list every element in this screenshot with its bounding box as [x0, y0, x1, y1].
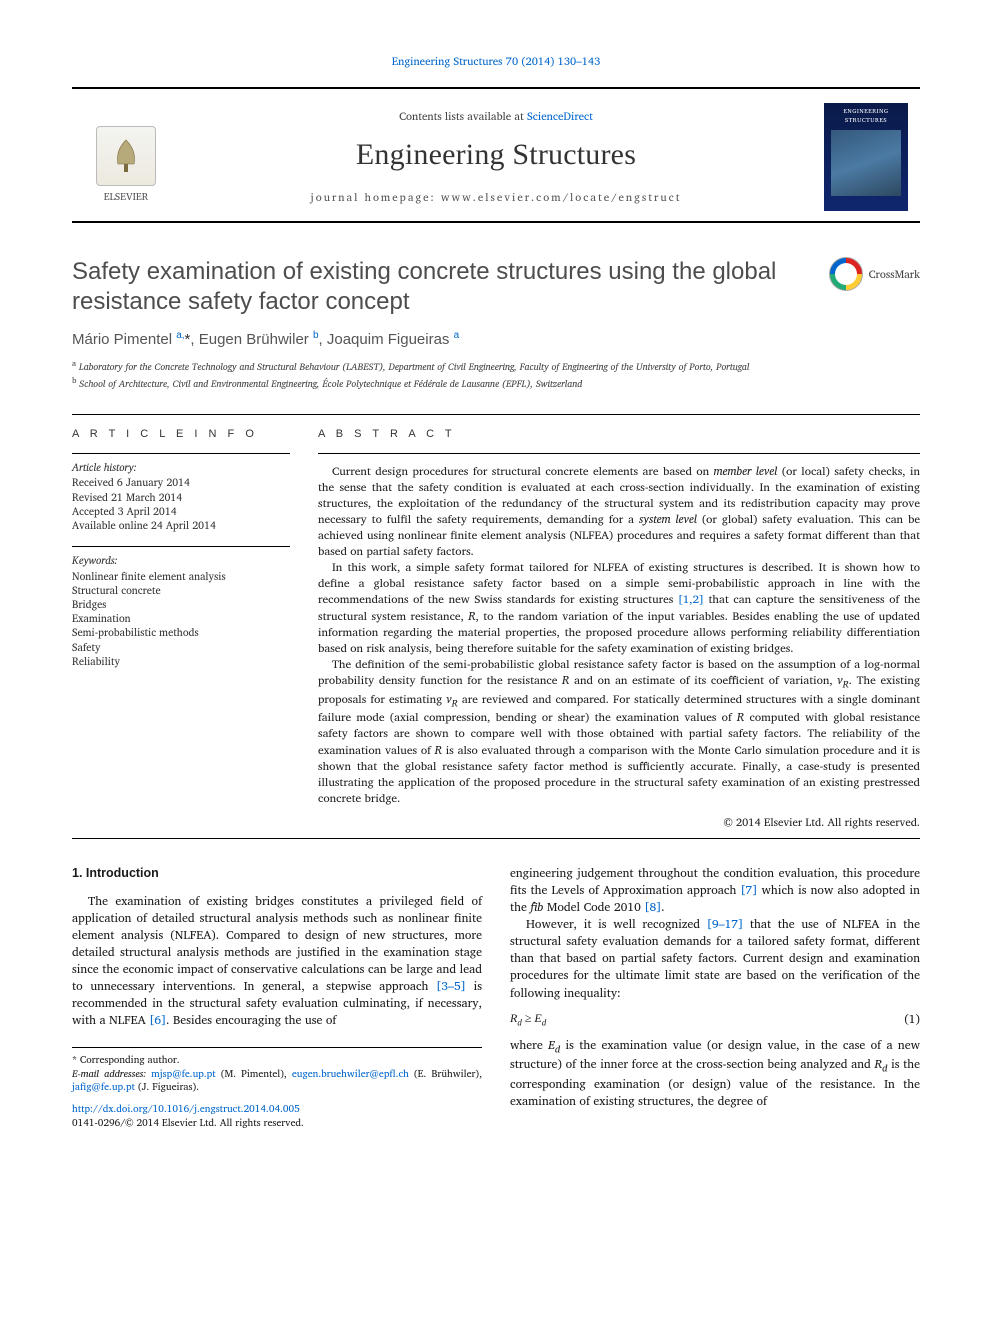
- info-abstract-row: A R T I C L E I N F O Article history: R…: [72, 427, 920, 830]
- publisher-logo: ELSEVIER: [84, 110, 168, 204]
- equation: Rd ≥ Ed: [510, 1010, 546, 1029]
- emails-line: E-mail addresses: mjsp@fe.up.pt (M. Pime…: [72, 1068, 482, 1094]
- affiliation-b: b School of Architecture, Civil and Envi…: [72, 375, 920, 392]
- info-rule-2: [72, 546, 290, 547]
- body-para: engineering judgement throughout the con…: [510, 865, 920, 916]
- equation-row: Rd ≥ Ed (1): [510, 1010, 920, 1029]
- abstract-copyright: © 2014 Elsevier Ltd. All rights reserved…: [318, 815, 920, 830]
- info-rule-1: [72, 453, 290, 454]
- email-who: (M. Pimentel): [221, 1066, 284, 1082]
- title-row: Safety examination of existing concrete …: [72, 257, 920, 317]
- keyword: Reliability: [72, 654, 290, 668]
- publisher-caption: ELSEVIER: [104, 190, 148, 204]
- abstract-column: A B S T R A C T Current design procedure…: [318, 427, 920, 830]
- keyword: Semi-probabilistic methods: [72, 625, 290, 639]
- contents-prefix: Contents lists available at: [399, 107, 527, 125]
- article-info-head: A R T I C L E I N F O: [72, 427, 290, 442]
- cover-image-icon: [831, 130, 901, 196]
- rule-above-infoabs: [72, 414, 920, 415]
- journal-header: ELSEVIER Contents lists available at Sci…: [72, 87, 920, 223]
- abstract-para: The definition of the semi-probabilistic…: [318, 657, 920, 807]
- abstract-head: A B S T R A C T: [318, 427, 920, 442]
- email-link[interactable]: eugen.bruehwiler@epfl.ch: [292, 1066, 409, 1082]
- citation-link[interactable]: Engineering Structures 70 (2014) 130–143: [392, 52, 601, 70]
- body-columns: 1. Introduction The examination of exist…: [72, 865, 920, 1130]
- abstract-rule: [318, 453, 920, 454]
- article-info-column: A R T I C L E I N F O Article history: R…: [72, 427, 290, 830]
- body-para: However, it is well recognized [9–17] th…: [510, 916, 920, 1001]
- homepage-url: www.elsevier.com/locate/engstruct: [441, 188, 682, 206]
- sciencedirect-link[interactable]: ScienceDirect: [527, 107, 593, 125]
- homepage-prefix: journal homepage:: [311, 188, 441, 206]
- affiliation-a: a Laboratory for the Concrete Technology…: [72, 358, 920, 375]
- body-col-left: 1. Introduction The examination of exist…: [72, 865, 482, 1130]
- affiliations: a Laboratory for the Concrete Technology…: [72, 358, 920, 392]
- doi-block: http://dx.doi.org/10.1016/j.engstruct.20…: [72, 1102, 482, 1130]
- journal-cover-thumb: ENGINEERING STRUCTURES: [824, 103, 908, 211]
- rule-below-abstract: [72, 838, 920, 839]
- citation-line: Engineering Structures 70 (2014) 130–143: [72, 54, 920, 69]
- crossmark-label: CrossMark: [869, 267, 920, 282]
- body-col-right: engineering judgement throughout the con…: [510, 865, 920, 1130]
- email-link[interactable]: jafig@fe.up.pt: [72, 1079, 135, 1095]
- article-title: Safety examination of existing concrete …: [72, 257, 811, 317]
- email-who: (J. Figueiras).: [138, 1079, 199, 1095]
- cover-caption: ENGINEERING STRUCTURES: [828, 107, 904, 124]
- contents-line: Contents lists available at ScienceDirec…: [186, 109, 806, 124]
- footnotes-block: * Corresponding author. E-mail addresses…: [72, 1047, 482, 1130]
- affil-b-text: School of Architecture, Civil and Enviro…: [79, 378, 582, 393]
- header-center: Contents lists available at ScienceDirec…: [186, 109, 806, 206]
- keywords-block: Keywords: Nonlinear finite element analy…: [72, 546, 290, 668]
- journal-name: Engineering Structures: [186, 134, 806, 176]
- tree-svg-icon: [106, 136, 146, 176]
- history-title: Article history:: [72, 460, 290, 475]
- email-who: (E. Brühwiler): [414, 1066, 479, 1082]
- body-para: where Ed is the examination value (or de…: [510, 1037, 920, 1110]
- page-root: Engineering Structures 70 (2014) 130–143…: [0, 0, 992, 1179]
- affil-a-text: Laboratory for the Concrete Technology a…: [79, 361, 749, 376]
- homepage-line: journal homepage: www.elsevier.com/locat…: [186, 190, 806, 205]
- crossmark-icon: [829, 257, 863, 291]
- issn-line: 0141-0296/© 2014 Elsevier Ltd. All right…: [72, 1115, 304, 1131]
- crossmark-badge[interactable]: CrossMark: [829, 257, 920, 291]
- abstract-para: In this work, a simple safety format tai…: [318, 560, 920, 657]
- keywords-title: Keywords:: [72, 553, 290, 568]
- authors-line: Mário Pimentel a,*, Eugen Brühwiler b, J…: [72, 329, 920, 350]
- equation-number: (1): [904, 1011, 920, 1028]
- abstract-para: Current design procedures for structural…: [318, 464, 920, 561]
- body-para: The examination of existing bridges cons…: [72, 893, 482, 1029]
- elsevier-tree-icon: [96, 126, 156, 186]
- section-heading-1: 1. Introduction: [72, 865, 482, 883]
- history-line: Available online 24 April 2014: [72, 518, 290, 532]
